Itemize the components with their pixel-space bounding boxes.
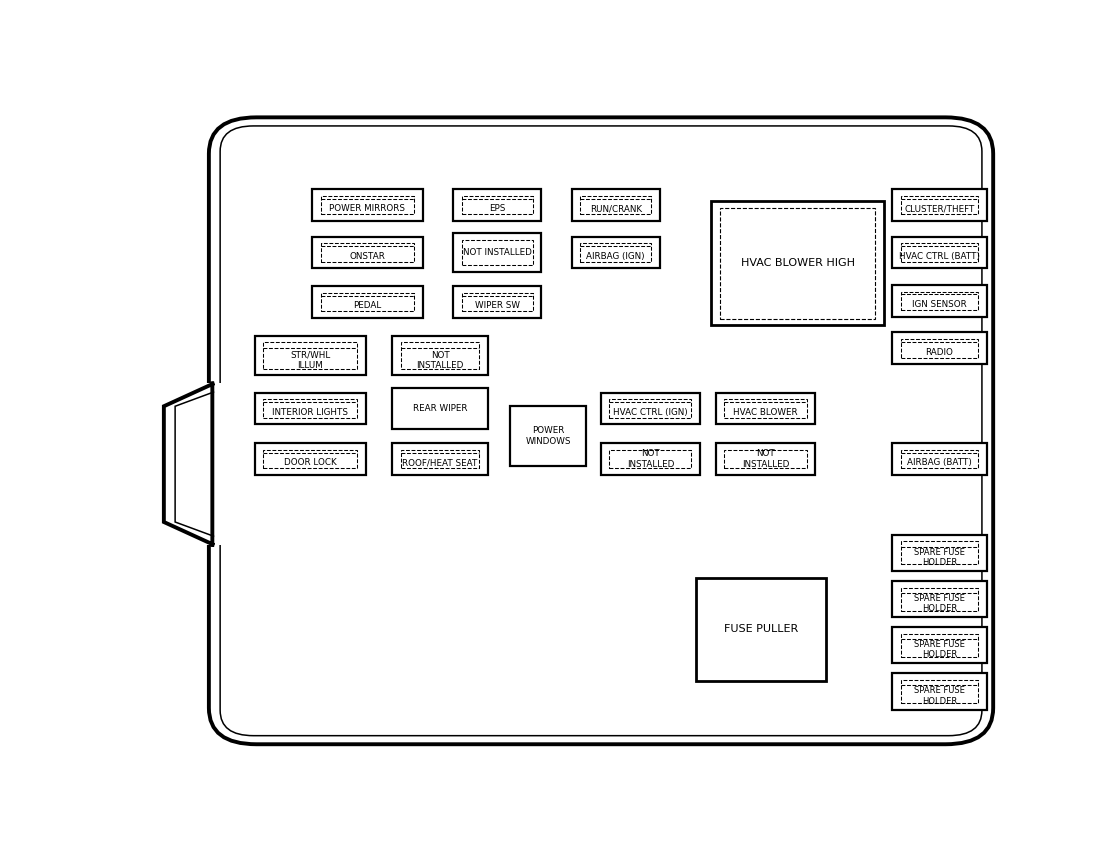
Bar xyxy=(510,406,586,466)
Text: HVAC CTRL (IGN): HVAC CTRL (IGN) xyxy=(613,408,688,417)
Bar xyxy=(255,393,365,424)
Text: RUN/CRANK: RUN/CRANK xyxy=(590,205,642,213)
Text: EPS: EPS xyxy=(489,205,505,213)
Bar xyxy=(264,450,357,469)
Bar xyxy=(900,339,978,357)
Bar xyxy=(461,196,533,214)
Bar xyxy=(392,388,488,428)
Bar xyxy=(900,542,978,565)
Bar xyxy=(712,201,885,325)
Bar xyxy=(900,291,978,310)
Text: WIPER SW: WIPER SW xyxy=(475,302,519,310)
Text: POWER
WINDOWS: POWER WINDOWS xyxy=(525,427,571,446)
Bar xyxy=(900,588,978,611)
Bar xyxy=(725,450,806,469)
Bar xyxy=(580,196,651,214)
Text: NOT
INSTALLED: NOT INSTALLED xyxy=(417,351,464,370)
Text: SPARE FUSE
HOLDER: SPARE FUSE HOLDER xyxy=(914,640,965,659)
Text: POWER MIRRORS: POWER MIRRORS xyxy=(330,205,405,213)
Bar xyxy=(900,680,978,703)
Bar xyxy=(719,207,876,319)
Text: ONSTAR: ONSTAR xyxy=(350,252,385,261)
Text: FUSE PULLER: FUSE PULLER xyxy=(724,625,799,634)
Text: HVAC BLOWER HIGH: HVAC BLOWER HIGH xyxy=(741,258,855,268)
Bar xyxy=(312,189,422,221)
Bar xyxy=(580,243,651,262)
Text: NOT
INSTALLED: NOT INSTALLED xyxy=(742,449,790,469)
Polygon shape xyxy=(164,383,214,545)
Bar xyxy=(900,196,978,214)
Bar xyxy=(725,399,806,417)
Bar xyxy=(891,237,987,268)
Bar xyxy=(601,393,700,424)
Text: SPARE FUSE
HOLDER: SPARE FUSE HOLDER xyxy=(914,686,965,705)
Bar xyxy=(321,243,414,262)
Bar xyxy=(891,285,987,316)
Bar xyxy=(572,237,660,268)
Bar xyxy=(891,535,987,571)
Bar xyxy=(900,633,978,656)
Text: INTERIOR LIGHTS: INTERIOR LIGHTS xyxy=(273,408,349,417)
Text: IGN SENSOR: IGN SENSOR xyxy=(913,300,967,309)
Bar xyxy=(255,443,365,475)
Bar xyxy=(312,286,422,318)
Text: NOT
INSTALLED: NOT INSTALLED xyxy=(627,449,674,469)
Text: AIRBAG (BATT): AIRBAG (BATT) xyxy=(907,458,972,467)
Bar xyxy=(891,443,987,475)
Text: SPARE FUSE
HOLDER: SPARE FUSE HOLDER xyxy=(914,594,965,613)
Text: STR/WHL
ILLUM: STR/WHL ILLUM xyxy=(290,351,331,370)
Bar xyxy=(454,286,542,318)
Bar xyxy=(401,343,479,369)
Bar xyxy=(601,443,700,475)
Bar xyxy=(454,189,542,221)
FancyBboxPatch shape xyxy=(209,117,993,744)
Bar xyxy=(716,443,815,475)
Bar xyxy=(609,399,691,417)
Text: PEDAL: PEDAL xyxy=(353,302,381,310)
Text: AIRBAG (IGN): AIRBAG (IGN) xyxy=(586,252,645,261)
Bar xyxy=(392,336,488,375)
Bar xyxy=(900,450,978,469)
Bar xyxy=(891,674,987,710)
Bar xyxy=(891,189,987,221)
Bar xyxy=(264,399,357,417)
Text: RADIO: RADIO xyxy=(926,348,954,357)
Bar xyxy=(454,233,542,272)
Bar xyxy=(900,243,978,262)
Text: ROOF/HEAT SEAT: ROOF/HEAT SEAT xyxy=(402,458,478,467)
Bar xyxy=(312,237,422,268)
Bar xyxy=(392,443,488,475)
Text: NOT INSTALLED: NOT INSTALLED xyxy=(462,249,532,257)
Bar xyxy=(461,240,533,265)
Text: HVAC CTRL (BATT): HVAC CTRL (BATT) xyxy=(899,252,980,261)
Bar xyxy=(321,293,414,311)
Bar xyxy=(572,189,660,221)
Bar xyxy=(255,336,365,375)
Text: SPARE FUSE
HOLDER: SPARE FUSE HOLDER xyxy=(914,548,965,567)
Bar xyxy=(609,450,691,469)
Bar xyxy=(891,581,987,617)
Text: DOOR LOCK: DOOR LOCK xyxy=(284,458,336,467)
Bar xyxy=(891,333,987,364)
Bar xyxy=(321,196,414,214)
Bar xyxy=(696,578,827,680)
Bar xyxy=(716,393,815,424)
Bar xyxy=(264,343,357,369)
Text: HVAC BLOWER: HVAC BLOWER xyxy=(733,408,798,417)
Bar xyxy=(401,450,479,469)
Text: REAR WIPER: REAR WIPER xyxy=(413,404,467,413)
Text: CLUSTER/THEFT: CLUSTER/THEFT xyxy=(905,205,975,213)
Bar xyxy=(204,383,222,545)
Bar xyxy=(891,627,987,663)
Bar xyxy=(461,293,533,311)
